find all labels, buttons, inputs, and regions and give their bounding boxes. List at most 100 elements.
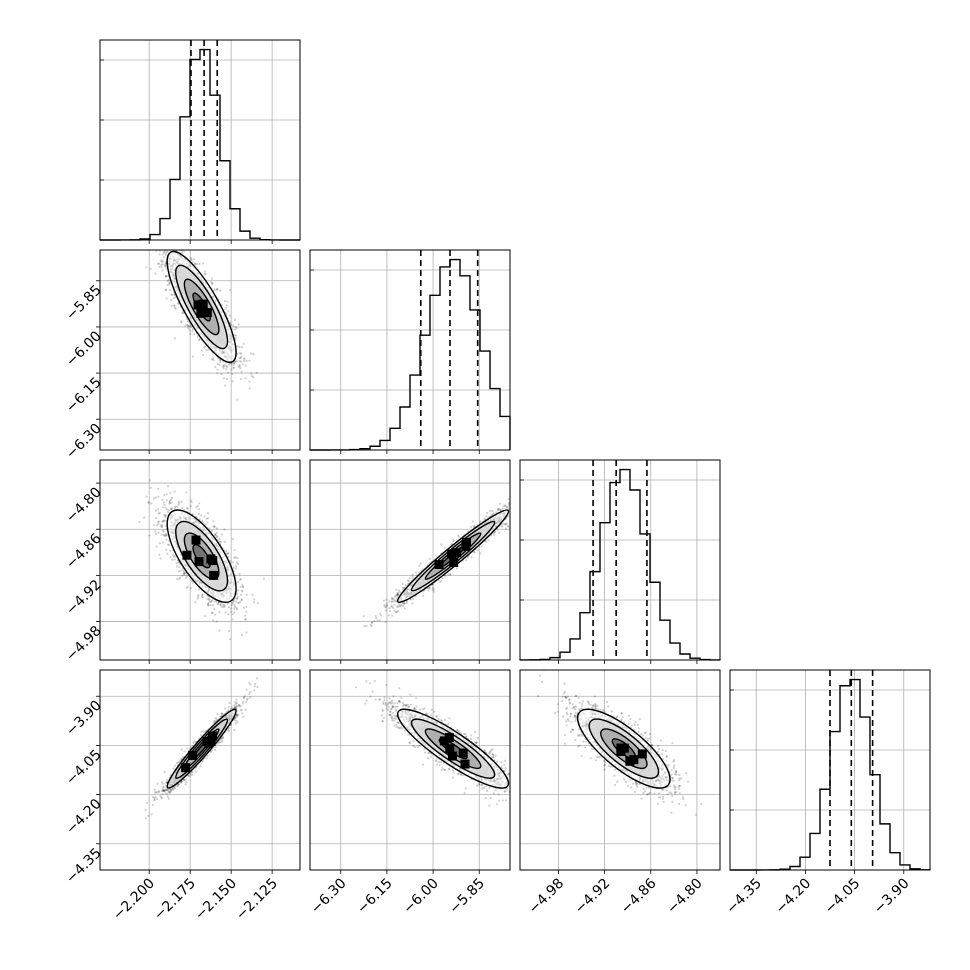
y-tick-label: −6.30 [63,421,105,463]
sample-point [162,246,164,248]
sample-point [220,533,224,536]
sample-point [164,253,168,256]
sample-point [166,245,168,247]
sample-point [161,529,165,532]
sample-point [174,247,176,249]
sample-point [228,314,232,317]
sample-point [184,576,187,580]
sample-point [169,498,172,502]
sample-point [231,537,235,541]
sample-point [160,237,162,239]
sample-point [181,574,184,577]
sample-point [384,620,387,623]
sample-point [166,243,168,245]
sample-point [167,278,170,282]
sample-point [186,324,189,327]
density-cell [198,299,208,309]
sample-point [154,272,157,275]
sample-point [180,506,184,509]
sample-point [238,365,241,368]
sample-point [223,604,226,607]
sample-point [227,363,231,366]
sample-point [154,516,157,520]
sample-point [164,265,167,268]
sample-point [161,233,163,235]
sample-point [211,357,215,360]
sample-point [507,507,510,510]
sample-point [218,611,221,614]
sample-point [166,279,169,282]
sample-point [243,358,246,361]
sample-point [232,361,235,364]
sample-point [227,555,230,558]
sample-point [235,561,238,564]
sample-point [241,346,244,349]
sample-point [203,346,206,349]
sample-point [401,582,404,585]
sample-point [166,552,169,555]
sample-point [227,613,230,616]
sample-point [516,505,518,507]
sample-point [160,264,163,267]
sample-point [213,600,216,603]
sample-point [240,598,243,601]
density-cell [208,556,218,566]
sample-point [198,502,201,505]
sample-point [511,504,513,506]
sample-point [226,602,229,605]
sample-point [222,365,225,368]
sample-point [233,363,236,366]
sample-point [161,506,164,509]
sample-point [190,325,193,329]
sample-point [162,501,165,504]
sample-point [197,507,201,511]
y-tick-label: −6.15 [63,374,105,416]
sample-point [391,598,394,601]
sample-point [223,528,226,531]
sample-point [233,328,237,331]
sample-point [163,493,166,496]
sample-point [165,234,167,236]
sample-point [216,362,219,366]
sample-point [177,570,181,573]
sample-point [230,610,233,613]
sample-point [166,284,169,287]
sample-point [186,585,189,588]
sample-point [173,558,176,561]
sample-point [239,367,242,370]
sample-point [223,384,227,387]
sample-point [209,603,212,607]
sample-point [166,250,169,253]
sample-point [161,541,165,544]
sample-point [164,533,167,536]
sample-point [204,523,207,526]
sample-point [164,274,168,277]
panel-frame [309,249,511,451]
sample-point [177,561,181,564]
sample-point [213,607,216,611]
y-tick-label: −4.92 [63,577,105,619]
sample-point [165,297,168,300]
sample-point [370,625,373,628]
sample-point [507,525,510,528]
sample-point [190,258,193,261]
sample-point [205,517,208,520]
sample-point [231,363,234,367]
sample-point [207,348,210,351]
sample-point [170,507,173,510]
sample-point [233,611,236,614]
sample-point [195,506,198,509]
sample-point [233,334,236,337]
sample-point [171,558,174,561]
sample-point [160,260,163,263]
sample-point [230,607,233,610]
sample-point [164,534,167,538]
sample-point [183,244,185,246]
sample-point [155,524,159,527]
sample-point [170,304,173,308]
sample-point [244,618,247,621]
sample-point [229,559,232,562]
sample-point [236,580,239,583]
sample-point [185,491,188,494]
sample-point [168,281,171,284]
